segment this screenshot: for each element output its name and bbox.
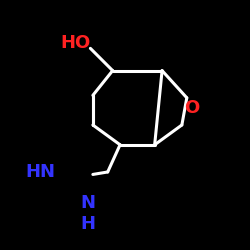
Text: HO: HO xyxy=(60,34,90,52)
Text: N: N xyxy=(80,194,96,212)
Text: H: H xyxy=(80,215,96,233)
Text: HN: HN xyxy=(26,163,56,181)
Text: O: O xyxy=(184,99,200,117)
